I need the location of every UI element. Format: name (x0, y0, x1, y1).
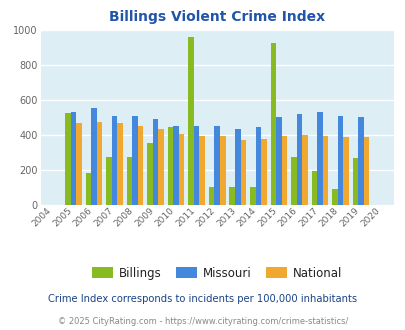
Bar (331, 189, 337, 205)
Legend: Billings, Missouri, National: Billings, Missouri, National (88, 263, 345, 283)
Bar (147, 143, 152, 205)
Bar (209, 187, 214, 205)
Bar (194, 126, 199, 205)
Bar (220, 136, 225, 205)
Bar (214, 126, 220, 205)
Bar (270, 43, 275, 205)
Text: © 2025 CityRating.com - https://www.cityrating.com/crime-statistics/: © 2025 CityRating.com - https://www.city… (58, 317, 347, 326)
Bar (296, 114, 301, 205)
Text: Crime Index corresponds to incidents per 100,000 inhabitants: Crime Index corresponds to incidents per… (48, 294, 357, 304)
Bar (357, 117, 363, 205)
Bar (96, 122, 102, 205)
Bar (126, 157, 132, 205)
Bar (152, 119, 158, 205)
Bar (138, 126, 143, 205)
Bar (188, 37, 194, 205)
Bar (234, 129, 240, 205)
Bar (363, 137, 369, 205)
Bar (173, 126, 179, 205)
Bar (158, 129, 164, 205)
Bar (352, 158, 357, 205)
Bar (316, 112, 322, 205)
Bar (111, 116, 117, 205)
Bar (249, 187, 255, 205)
Bar (229, 187, 234, 205)
Bar (85, 173, 91, 205)
Bar (199, 136, 205, 205)
Bar (260, 139, 266, 205)
Bar (117, 123, 123, 205)
Bar (240, 140, 245, 205)
Bar (337, 116, 342, 205)
Bar (65, 113, 70, 205)
Bar (342, 137, 348, 205)
Bar (167, 127, 173, 205)
Bar (281, 136, 286, 205)
Bar (76, 123, 81, 205)
Bar (322, 136, 327, 205)
Bar (290, 156, 296, 205)
Bar (275, 117, 281, 205)
Bar (179, 134, 184, 205)
Bar (255, 127, 260, 205)
Bar (132, 116, 138, 205)
Bar (106, 157, 111, 205)
Bar (301, 135, 307, 205)
Bar (91, 108, 96, 205)
Title: Billings Violent Crime Index: Billings Violent Crime Index (109, 10, 324, 24)
Bar (311, 171, 316, 205)
Bar (70, 112, 76, 205)
